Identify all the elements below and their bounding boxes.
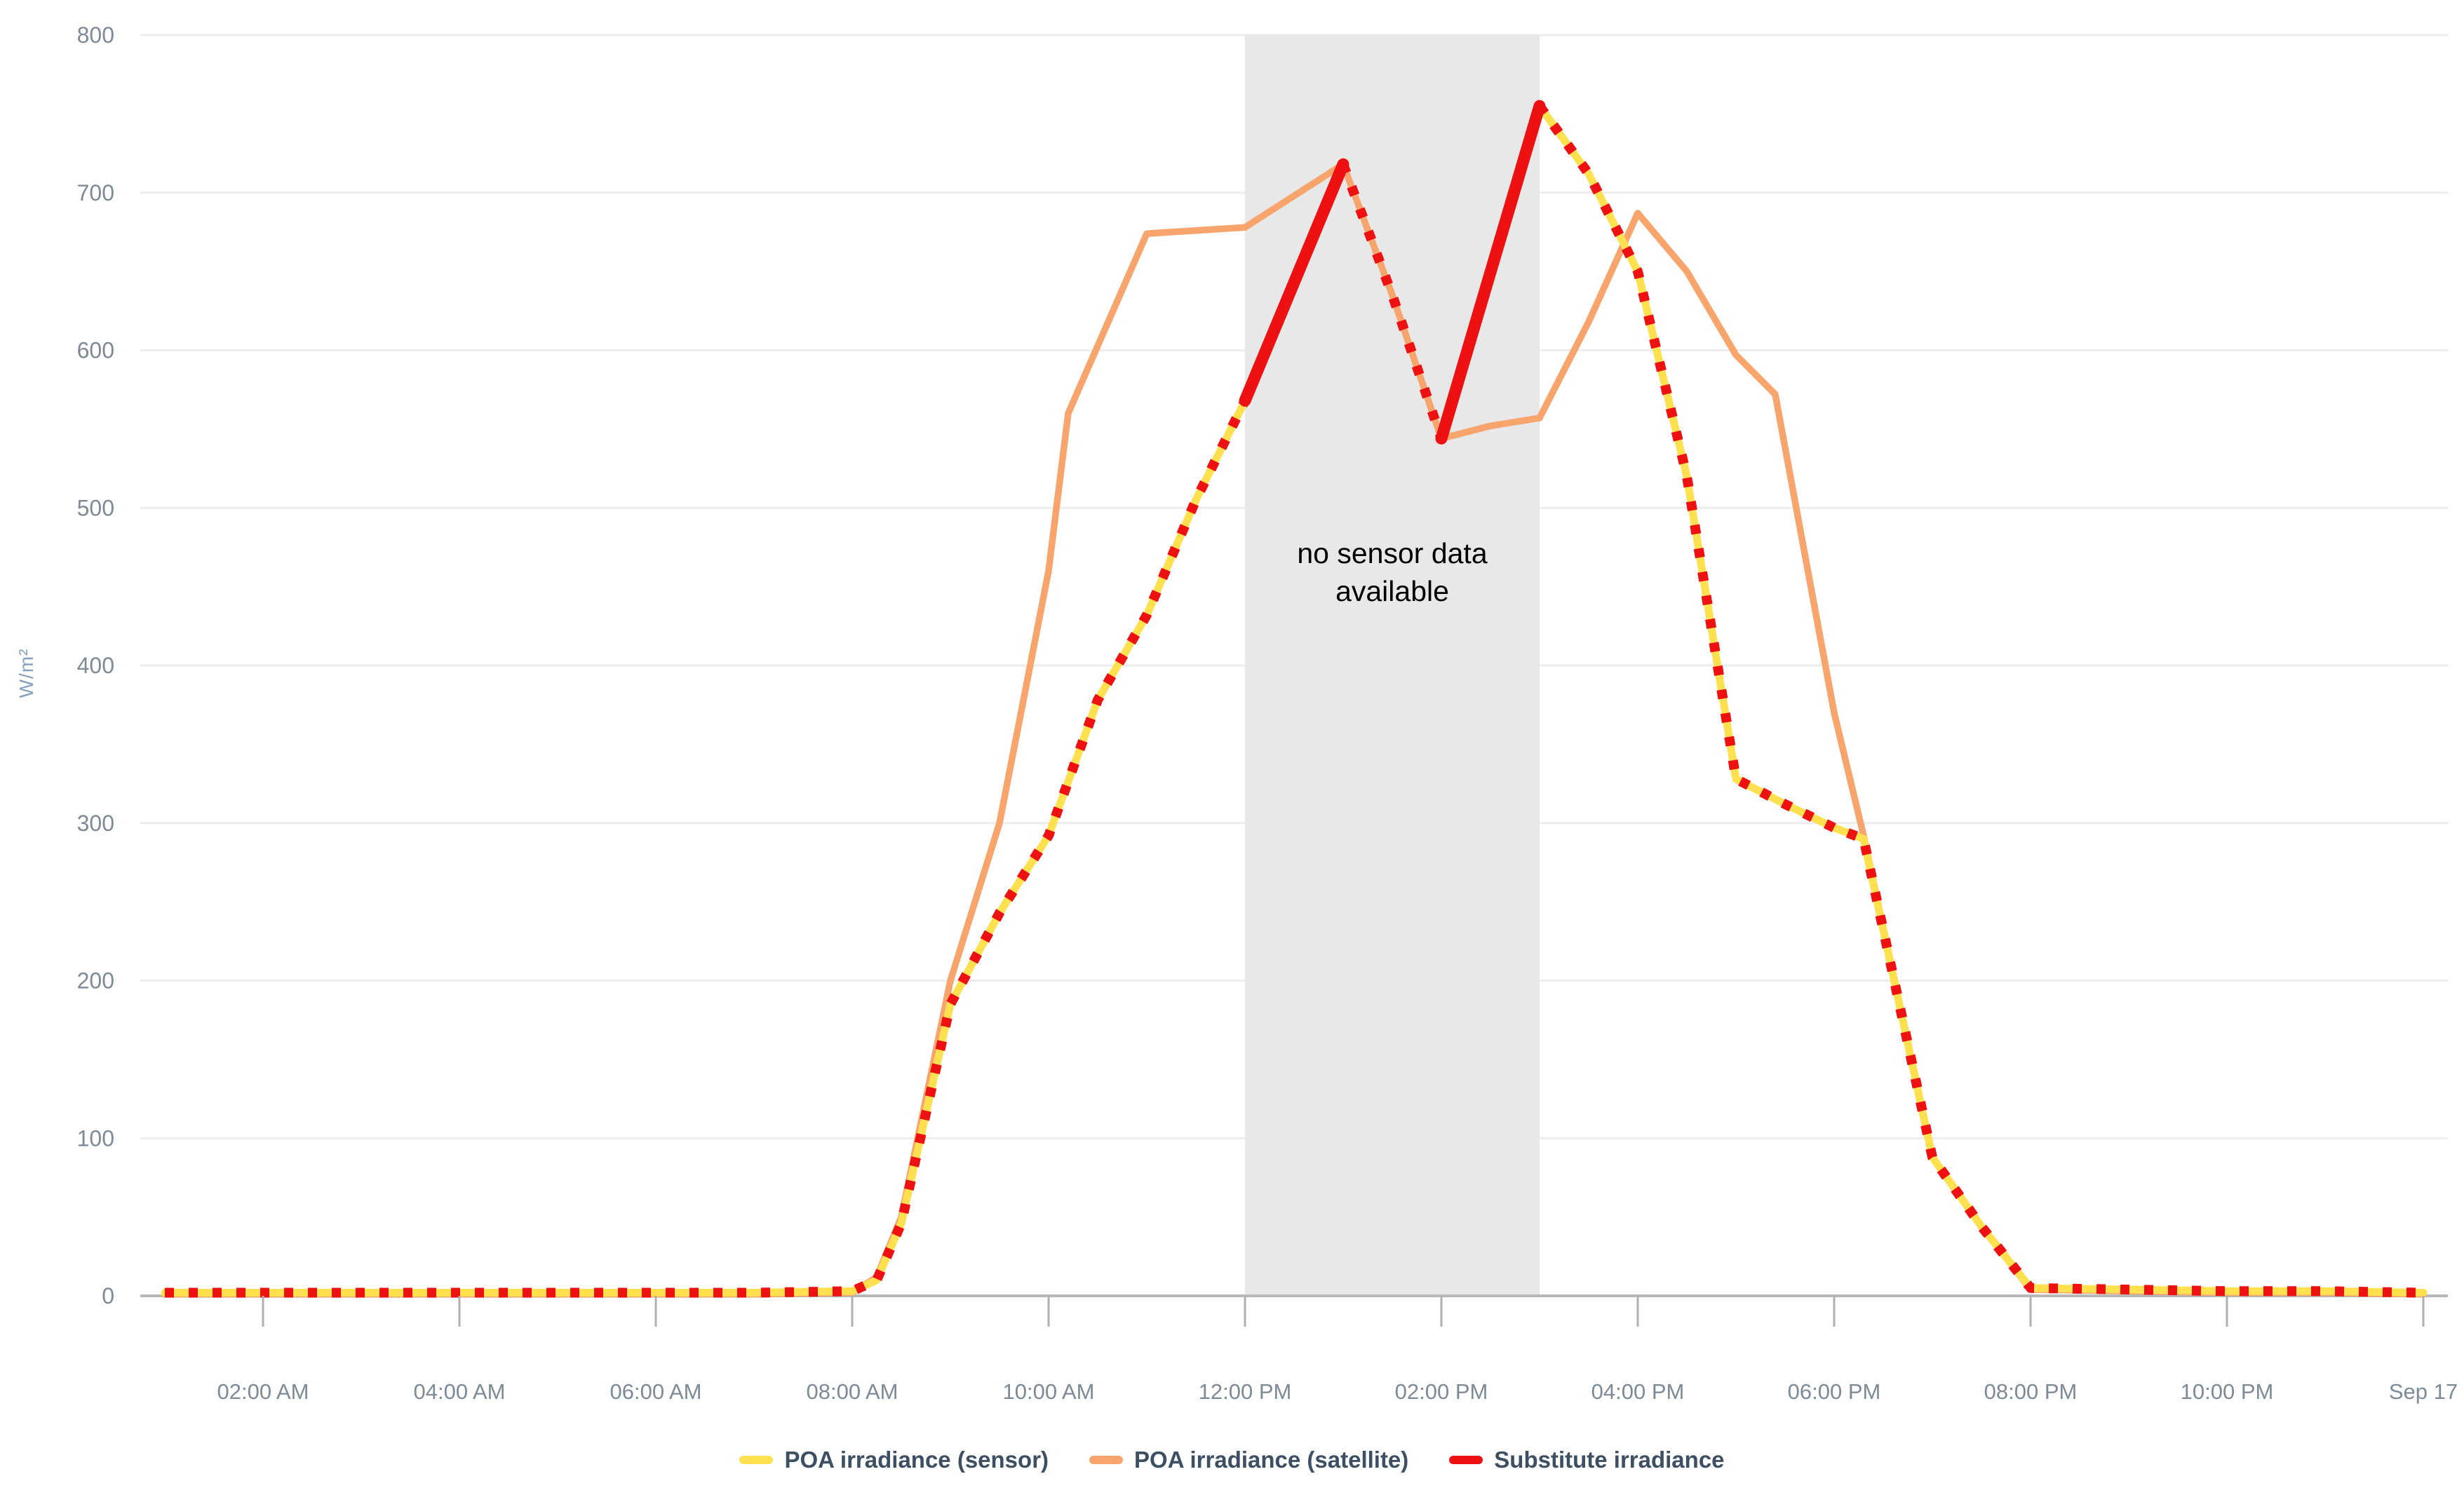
y-tick-label: 500 (77, 495, 114, 520)
x-tick-label: 06:00 PM (1788, 1379, 1881, 1404)
y-tick-label: 700 (77, 180, 114, 205)
legend-item-poa-sensor[interactable]: POA irradiance (sensor) (739, 1447, 1049, 1473)
x-tick-label: 04:00 PM (1591, 1379, 1685, 1404)
legend-swatch-satellite-icon (1089, 1456, 1124, 1464)
series-substitute-dotted (165, 398, 1250, 1298)
series-sensor-line (1535, 102, 2428, 1297)
legend-label-poa-sensor: POA irradiance (sensor) (784, 1447, 1049, 1473)
no-sensor-data-annotation: no sensor data available (1245, 534, 1540, 610)
series-substitute-dotted (1535, 102, 2424, 1298)
legend-item-substitute[interactable]: Substitute irradiance (1449, 1447, 1725, 1473)
legend-swatch-sensor-icon (739, 1456, 774, 1464)
series-substitute-solid (1435, 100, 1546, 445)
chart-legend: POA irradiance (sensor) POA irradiance (… (0, 1443, 2464, 1477)
y-tick-label: 200 (77, 968, 114, 994)
x-tick-label: 10:00 PM (2181, 1379, 2274, 1404)
x-tick-label: 04:00 AM (414, 1379, 506, 1404)
x-tick-label: 02:00 AM (217, 1379, 309, 1404)
annotation-line-2: available (1335, 575, 1449, 607)
series-substitute-dotted (1338, 162, 1446, 440)
x-tick-label: 08:00 PM (1984, 1379, 2078, 1404)
x-tick-label: 08:00 AM (807, 1379, 898, 1404)
series-sensor-line (161, 396, 1249, 1297)
y-axis-title: W/m² (15, 648, 37, 698)
y-tick-label: 0 (102, 1283, 114, 1308)
y-tick-label: 800 (77, 22, 114, 48)
legend-swatch-substitute-icon (1449, 1456, 1483, 1464)
x-tick-label: Sep 17 (2389, 1379, 2458, 1404)
legend-label-poa-satellite: POA irradiance (satellite) (1134, 1447, 1409, 1473)
x-tick-label: 02:00 PM (1395, 1379, 1488, 1404)
legend-item-poa-satellite[interactable]: POA irradiance (satellite) (1089, 1447, 1408, 1473)
series-substitute-solid (1239, 158, 1349, 407)
no-data-band (1245, 35, 1540, 1296)
x-tick-label: 10:00 AM (1003, 1379, 1095, 1404)
y-tick-label: 100 (77, 1125, 114, 1151)
annotation-line-1: no sensor data (1297, 537, 1488, 569)
legend-label-substitute: Substitute irradiance (1494, 1447, 1725, 1473)
y-tick-label: 600 (77, 338, 114, 363)
x-tick-label: 12:00 PM (1199, 1379, 1292, 1404)
y-tick-label: 400 (77, 653, 114, 678)
y-tick-label: 300 (77, 811, 114, 836)
x-tick-label: 06:00 AM (610, 1379, 702, 1404)
